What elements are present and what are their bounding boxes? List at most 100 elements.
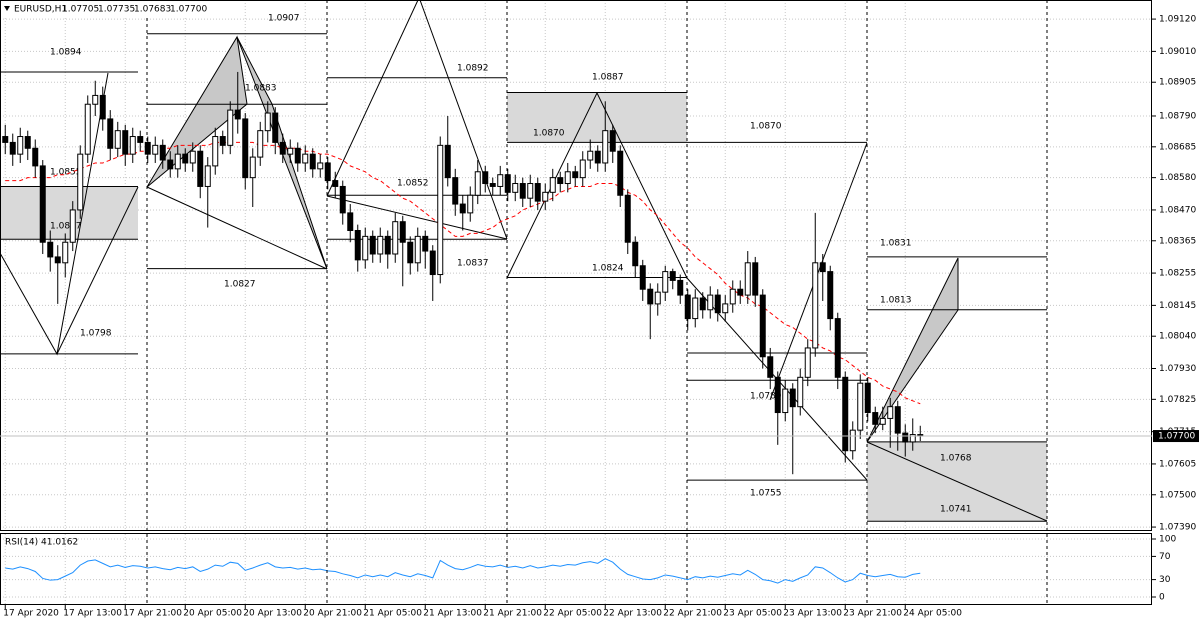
candle-body — [752, 262, 759, 296]
x-tick-label: 24 Apr 05:00 — [903, 609, 962, 619]
pattern-line — [326, 0, 419, 197]
level-label: 1.0892 — [457, 64, 489, 74]
candle-body — [362, 235, 369, 261]
candle-body — [159, 144, 166, 161]
candle-body — [707, 294, 714, 311]
candle-body — [459, 203, 466, 214]
level-label: 1.0827 — [224, 280, 256, 290]
header-background — [1, 1, 207, 16]
candle-body — [857, 382, 864, 431]
level-zone — [0, 186, 138, 240]
rsi-y-tick-label: 100 — [1159, 535, 1176, 545]
header: EURUSD,H1 1.07705 1.07735 1.07683 1.0770… — [1, 1, 207, 16]
y-tick-label: 1.07390 — [1159, 523, 1196, 533]
moving-average — [5, 141, 921, 405]
candle-body — [69, 209, 76, 243]
candle-body — [107, 118, 114, 149]
pattern-line — [326, 195, 508, 240]
candle-body — [354, 229, 361, 261]
x-tick-label: 20 Apr 05:00 — [183, 609, 242, 619]
candle-body — [654, 291, 661, 305]
candle-body — [744, 262, 751, 296]
candle-body — [557, 177, 564, 185]
candle-body — [737, 288, 744, 296]
candle-body — [324, 162, 331, 182]
candle-body — [902, 432, 909, 443]
rsi-y-tick-label: 0 — [1159, 593, 1165, 603]
candle-body — [639, 265, 646, 290]
level-zone — [507, 92, 687, 143]
candle-body — [212, 136, 219, 167]
high-value: 1.07735 — [98, 5, 135, 15]
candle-body — [474, 171, 481, 196]
candle-body — [714, 294, 721, 314]
y-tick-label: 1.07500 — [1159, 490, 1196, 500]
candle-body — [377, 235, 384, 255]
candle-body — [407, 241, 414, 264]
candle-body — [444, 144, 451, 179]
candle-body — [197, 150, 204, 187]
candle-body — [819, 262, 826, 273]
price-tag — [1153, 430, 1199, 443]
symbol: EURUSD,H1 — [14, 5, 67, 15]
candle-body — [872, 412, 879, 425]
candle-body — [287, 147, 294, 155]
y-tick-label: 1.08145 — [1159, 301, 1196, 311]
pattern-line — [866, 441, 1048, 522]
level-label: 1.0907 — [268, 14, 300, 24]
candle-body — [339, 185, 346, 214]
candle-body — [579, 159, 586, 179]
x-tick-label: 23 Apr 21:00 — [843, 609, 902, 619]
y-tick-label: 1.08580 — [1159, 173, 1196, 183]
candle-body — [797, 376, 804, 408]
candle-body — [437, 144, 444, 276]
x-tick-label: 22 Apr 21:00 — [663, 609, 722, 619]
candle-body — [527, 183, 534, 199]
y-tick-label: 1.08470 — [1159, 205, 1196, 215]
y-tick-label: 1.08365 — [1159, 236, 1196, 246]
candle-body — [879, 417, 886, 425]
price-tag-label: 1.07700 — [1158, 432, 1195, 442]
candle-body — [542, 191, 549, 202]
x-tick-label: 17 Apr 2020 — [3, 609, 59, 619]
candle-body — [894, 406, 901, 434]
candle-body — [699, 297, 706, 311]
level-label: 1.0883 — [245, 84, 277, 94]
candle-body — [167, 159, 174, 170]
x-tick-label: 22 Apr 13:00 — [603, 609, 662, 619]
x-tick-label: 17 Apr 21:00 — [123, 609, 182, 619]
candle-body — [17, 136, 24, 155]
candle-body — [602, 130, 609, 164]
candle-body — [834, 318, 841, 378]
y-tick-label: 1.07930 — [1159, 364, 1196, 374]
candle-body — [782, 388, 789, 414]
candle-body — [84, 103, 91, 155]
level-label: 1.0824 — [592, 264, 624, 274]
candle-body — [54, 256, 61, 264]
candle-body — [534, 183, 541, 202]
pattern-line — [56, 186, 139, 355]
rsi-value: 41.0162 — [41, 538, 78, 548]
candle-body — [369, 235, 376, 255]
rsi-y-tick-label: 30 — [1159, 575, 1171, 585]
level-label: 1.0755 — [750, 489, 782, 499]
y-tick-label: 1.09010 — [1159, 47, 1196, 57]
main-pane-border — [0, 0, 1152, 531]
candle-body — [24, 136, 31, 149]
level-label: 1.0789 — [750, 392, 782, 402]
candle-body — [767, 356, 774, 378]
candle-body — [482, 171, 489, 185]
candle-body — [264, 112, 271, 132]
y-tick-label: 1.08685 — [1159, 142, 1196, 152]
level-label: 1.0837 — [50, 222, 82, 232]
candle-body — [309, 153, 316, 170]
y-tick-label: 1.07605 — [1159, 459, 1196, 469]
candle-body — [414, 235, 421, 264]
candle-body — [452, 177, 459, 205]
candle-body — [47, 241, 54, 258]
x-tick-label: 21 Apr 05:00 — [363, 609, 422, 619]
candle-body — [242, 118, 249, 179]
candle-body — [692, 297, 699, 320]
candle-body — [804, 347, 811, 378]
candle-body — [887, 406, 894, 419]
